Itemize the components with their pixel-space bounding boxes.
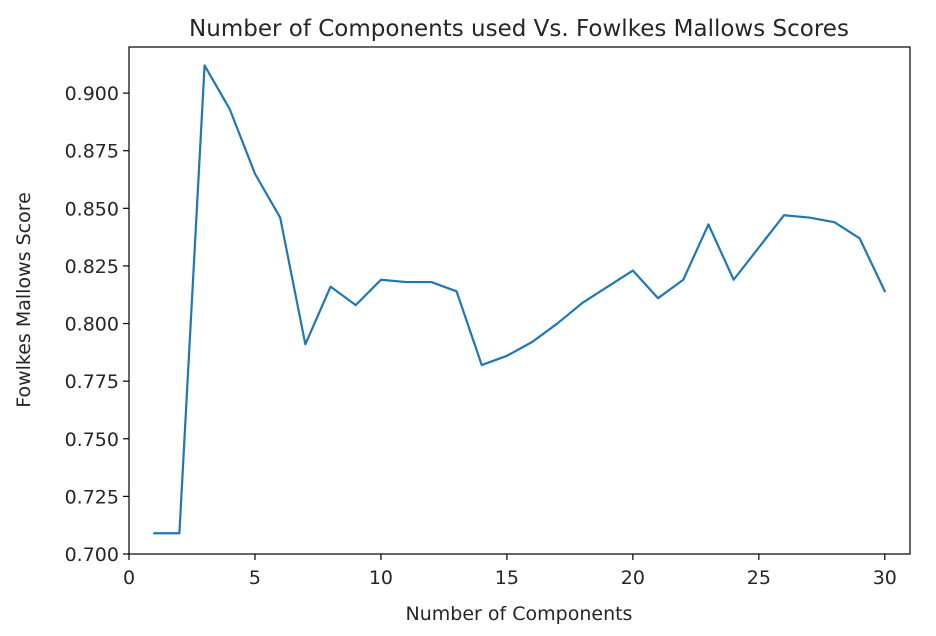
x-tick-label: 30: [873, 567, 897, 589]
x-tick-label: 15: [495, 567, 519, 589]
y-tick-label: 0.850: [65, 198, 119, 220]
y-axis: 0.700 0.725 0.750 0.775 0.800 0.825 0.850 0.875…: [65, 83, 129, 566]
plot-area-frame: [128, 46, 911, 555]
y-tick-label: 0.900: [65, 83, 119, 105]
y-tick-label: 0.825: [65, 256, 119, 278]
x-axis-label: Number of Components: [406, 603, 633, 625]
series-line: [153, 64, 886, 535]
y-tick-label: 0.750: [65, 429, 119, 451]
y-tick-label: 0.800: [65, 314, 119, 336]
x-tick-label: 20: [621, 567, 645, 589]
x-tick-label: 10: [369, 567, 393, 589]
y-tick-label: 0.875: [65, 141, 119, 163]
y-tick-label: 0.725: [65, 486, 119, 508]
x-tick-label: 25: [747, 567, 771, 589]
x-tick-label: 5: [249, 567, 261, 589]
y-tick-label: 0.775: [65, 371, 119, 393]
y-tick-label: 0.700: [65, 544, 119, 566]
series-layer: [153, 64, 886, 535]
chart-title: Number of Components used Vs. Fowlkes Ma…: [189, 16, 849, 42]
x-axis: 0 5 10 15 20 25 30: [123, 554, 897, 589]
x-tick-label: 0: [123, 567, 135, 589]
y-axis-label: Fowlkes Mallows Score: [13, 192, 35, 408]
